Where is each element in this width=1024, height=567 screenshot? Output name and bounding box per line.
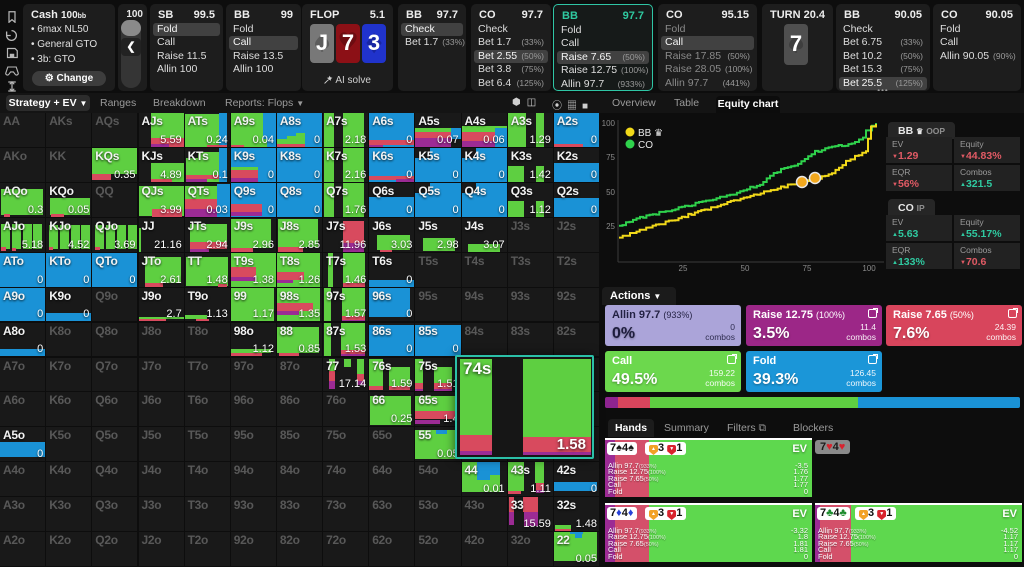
svg-text:100: 100 [602, 119, 616, 128]
svg-text:25: 25 [679, 264, 688, 273]
svg-text:50: 50 [606, 188, 615, 197]
svg-text:50: 50 [741, 264, 750, 273]
svg-text:75: 75 [606, 153, 615, 162]
svg-text:BB ♛: BB ♛ [638, 128, 663, 139]
svg-text:25: 25 [606, 222, 615, 231]
svg-text:100: 100 [862, 264, 876, 273]
svg-text:75: 75 [803, 264, 812, 273]
svg-text:CO: CO [638, 140, 653, 151]
